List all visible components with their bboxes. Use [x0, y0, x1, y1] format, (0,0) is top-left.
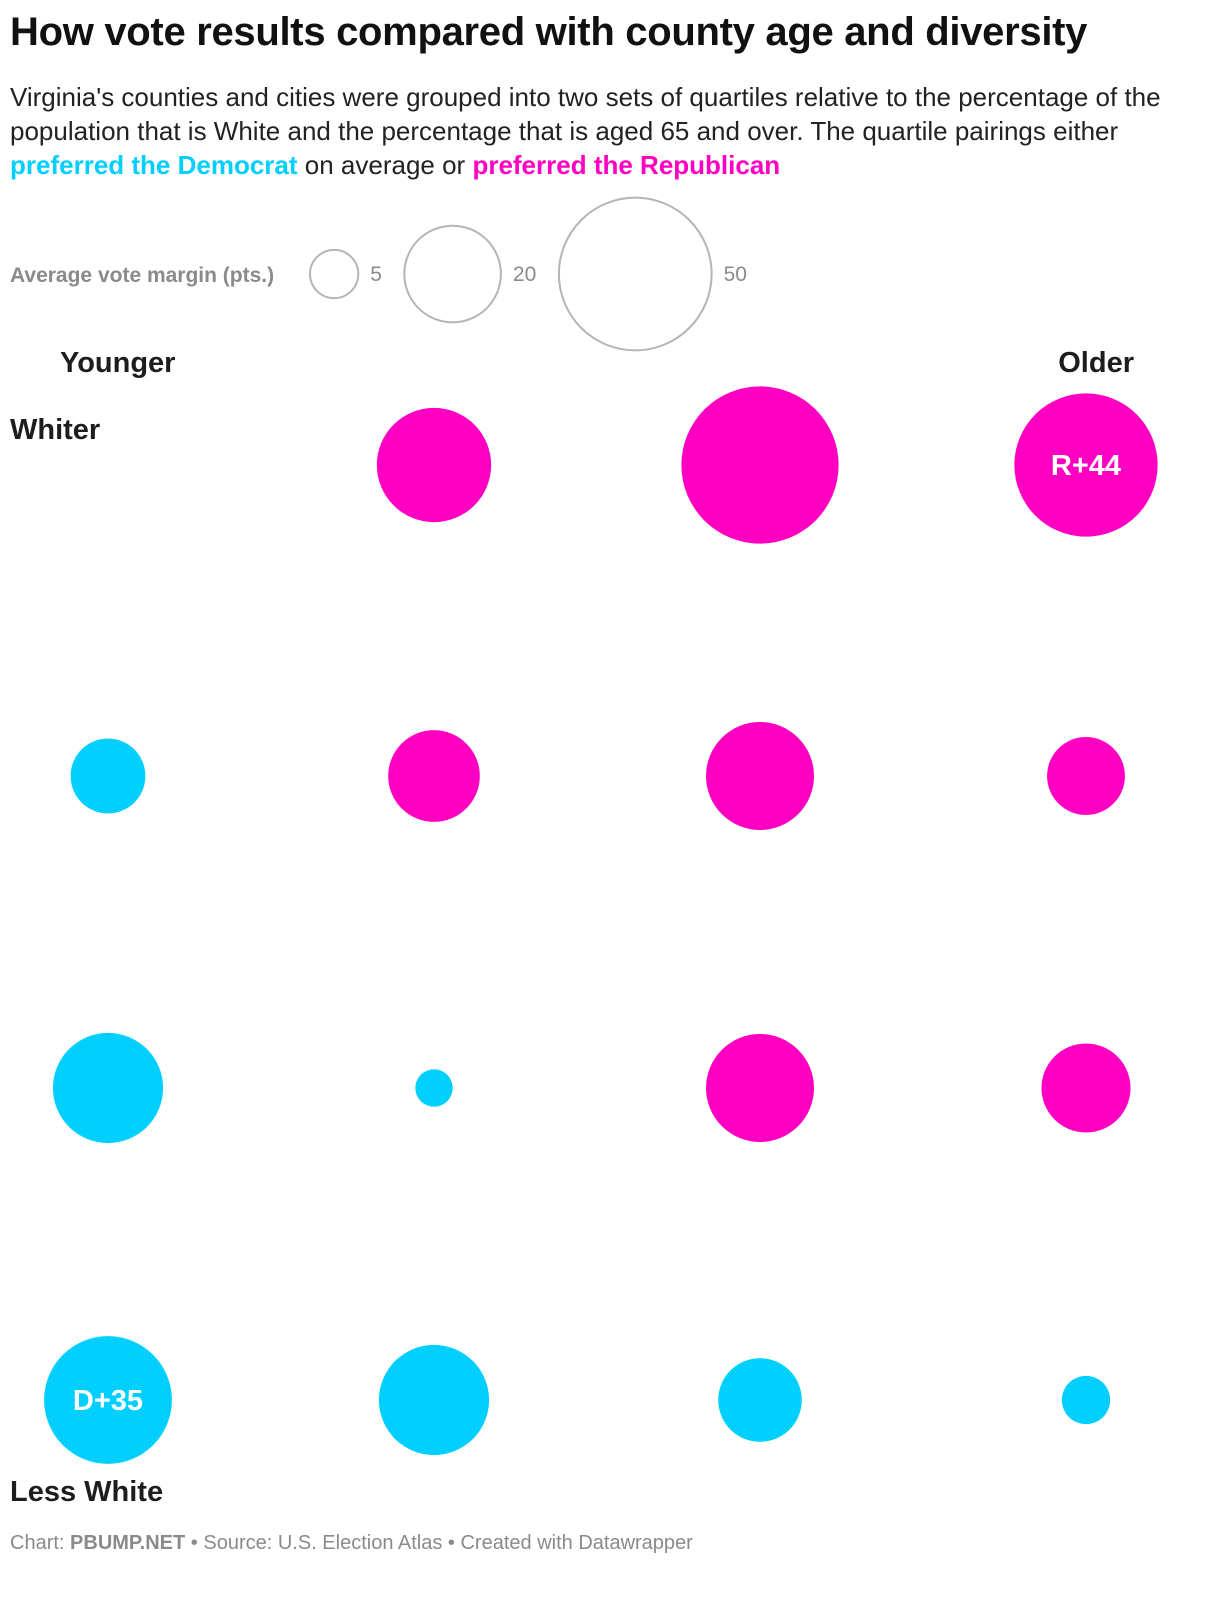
subtitle-text-2: on average or: [297, 150, 473, 180]
chart-footer: Chart: PBUMP.NET • Source: U.S. Election…: [10, 1532, 693, 1555]
bubble-chart: Average vote margin (pts.) 5 20 50 Younger…: [10, 196, 1158, 1508]
subtitle-text-1: Virginia's counties and cities were grou…: [10, 82, 1161, 146]
footer-chart-credit: PBUMP.NET: [70, 1532, 186, 1554]
bubble-white-q3-age-q2: [415, 1069, 453, 1107]
axis-label-older: Older: [1058, 347, 1134, 379]
bubble-white-q1-age-q4: [1014, 393, 1158, 537]
bubble-white-q4-age-q3: [718, 1358, 802, 1442]
legend-circle-20: [403, 224, 502, 324]
bubble-white-q4-age-q1: [44, 1336, 172, 1464]
size-legend: Average vote margin (pts.) 5 20 50: [10, 196, 747, 352]
legend-circle-50: [557, 196, 713, 352]
bubble-white-q2-age-q3: [706, 722, 814, 830]
legend-title: Average vote margin (pts.): [10, 264, 274, 287]
footer-chart-prefix: Chart:: [10, 1532, 71, 1554]
axis-labels: Younger Older Whiter Less White: [10, 347, 1134, 1508]
axis-label-whiter: Whiter: [10, 414, 100, 446]
bubble-white-q3-age-q1: [52, 1032, 164, 1144]
chart-subtitle: Virginia's counties and cities were grou…: [10, 80, 1200, 182]
bubble-white-q2-age-q4: [1047, 737, 1125, 815]
legend-circle-5: [309, 248, 360, 300]
bubble-white-q2-age-q1: [70, 738, 146, 814]
bubble-white-q1-age-q2: [376, 407, 492, 523]
legend-value-5: 5: [370, 263, 382, 286]
bubbles: R+44 D+35: [44, 386, 1158, 1464]
bubble-white-q4-age-q2: [378, 1344, 490, 1456]
axis-label-younger: Younger: [60, 347, 175, 379]
bubble-white-q4-age-q4: [1061, 1375, 1111, 1425]
bubble-white-q2-age-q2: [388, 730, 480, 822]
chart-title: How vote results compared with county ag…: [10, 10, 1088, 54]
subtitle-democrat-highlight: preferred the Democrat: [10, 150, 298, 180]
bubble-label: D+35: [73, 1385, 143, 1417]
legend-value-20: 20: [513, 263, 536, 286]
bubble-white-q3-age-q4: [1041, 1043, 1131, 1133]
axis-label-less-white: Less White: [10, 1476, 163, 1508]
footer-source: • Source: U.S. Election Atlas • Created …: [185, 1532, 693, 1554]
bubble-label: R+44: [1051, 450, 1121, 482]
bubble-white-q1-age-q3: [681, 386, 839, 544]
subtitle-republican-highlight: preferred the Republican: [472, 150, 781, 180]
bubble-white-q3-age-q3: [706, 1034, 814, 1142]
legend-value-50: 50: [724, 263, 747, 286]
